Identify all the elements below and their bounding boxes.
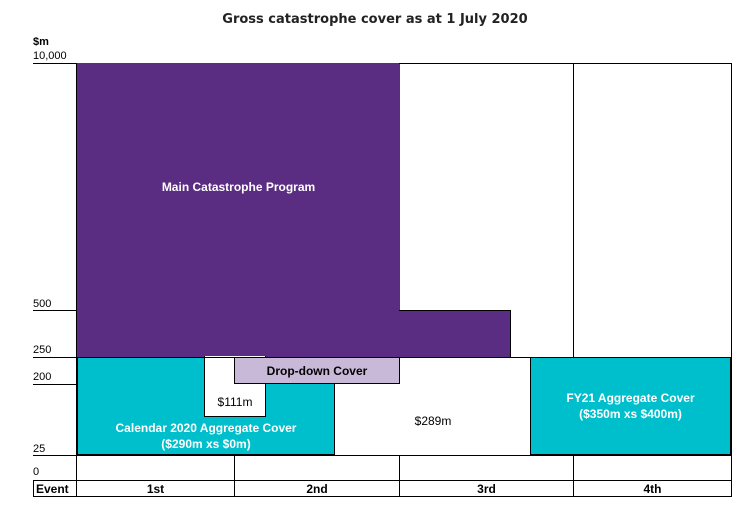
dropdown-cover-block [234, 357, 400, 384]
x-tick-label: 2nd [306, 482, 328, 496]
x-tick-label: 3rd [477, 482, 496, 496]
line-250 [33, 357, 732, 358]
calendar-aggregate-label: Calendar 2020 Aggregate Cover [115, 421, 297, 435]
x-tick-label: 1st [146, 482, 165, 496]
x-tick-label: 4th [643, 482, 662, 496]
left-axis-line [76, 63, 77, 496]
line-500-tick [33, 310, 77, 311]
line-25 [33, 455, 732, 456]
divider-2nd-3rd [399, 455, 400, 496]
divider-3rd-4th [573, 63, 574, 357]
main-program-label: Main Catastrophe Program [161, 180, 316, 194]
dropdown-cover-label: Drop-down Cover [266, 364, 368, 378]
right-frame-line [731, 63, 732, 496]
line-10000-tick [33, 63, 77, 64]
y-tick-label: 250 [33, 344, 52, 356]
fy21-aggregate-block [530, 357, 731, 455]
amount-111-label: $111m [217, 395, 253, 409]
axis-left-box [33, 480, 34, 497]
line-0 [33, 480, 732, 481]
divider-1st-2nd [234, 455, 235, 496]
top-frame-line [399, 63, 732, 64]
fy21-aggregate-label: FY21 Aggregate Cover [566, 391, 695, 405]
line-200-tick [33, 384, 77, 385]
line-bottom [33, 496, 732, 497]
y-tick-label: 10,000 [33, 50, 67, 62]
main-program-block [77, 63, 400, 357]
y-axis-unit: $m [33, 36, 49, 48]
y-tick-label: 500 [33, 298, 52, 310]
chart-title: Gross catastrophe cover as at 1 July 202… [222, 12, 528, 27]
main-program-extension-block [399, 310, 511, 357]
y-tick-label: 0 [33, 466, 40, 478]
x-axis-label: Event [36, 482, 69, 496]
calendar-aggregate-detail: ($290m xs $0m) [161, 437, 251, 451]
y-tick-label: 200 [33, 371, 52, 383]
amount-289-label: $289m [414, 414, 452, 428]
divider-3rd-4th-bottom [573, 455, 574, 496]
y-tick-label: 25 [33, 443, 46, 455]
fy21-aggregate-detail: ($350m xs $400m) [579, 407, 682, 421]
